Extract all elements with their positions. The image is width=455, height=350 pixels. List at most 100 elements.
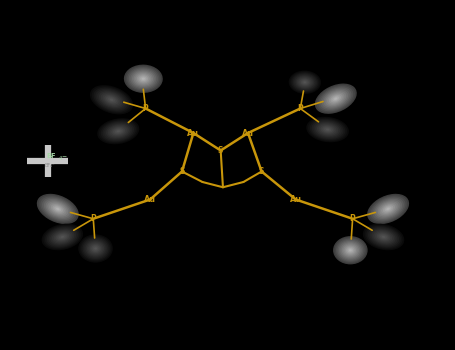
Ellipse shape [324,90,348,107]
Ellipse shape [301,79,309,85]
Ellipse shape [367,194,409,224]
Ellipse shape [129,68,158,89]
Ellipse shape [340,242,360,259]
Ellipse shape [371,196,405,222]
Ellipse shape [54,231,71,243]
Text: Au: Au [144,195,156,204]
Ellipse shape [382,236,385,238]
Ellipse shape [298,77,312,87]
Ellipse shape [337,240,364,261]
Ellipse shape [108,125,129,138]
Ellipse shape [319,124,336,135]
Ellipse shape [317,123,338,136]
Ellipse shape [339,241,362,260]
Ellipse shape [97,90,126,110]
Ellipse shape [106,124,131,139]
Ellipse shape [369,195,407,223]
Ellipse shape [45,226,80,248]
Ellipse shape [374,199,402,219]
Ellipse shape [95,89,128,111]
Ellipse shape [376,200,400,218]
Ellipse shape [138,75,148,82]
Ellipse shape [372,198,404,220]
Ellipse shape [363,224,404,250]
Ellipse shape [52,230,73,244]
Ellipse shape [135,73,152,85]
Ellipse shape [373,230,394,244]
Ellipse shape [40,196,75,222]
Ellipse shape [113,128,124,134]
Ellipse shape [344,246,356,255]
Ellipse shape [111,127,125,135]
Ellipse shape [332,96,339,101]
Ellipse shape [50,229,75,245]
Ellipse shape [320,125,335,134]
Ellipse shape [310,119,345,140]
Text: P: P [350,214,355,223]
Ellipse shape [104,95,119,105]
Ellipse shape [371,229,396,245]
Ellipse shape [116,130,120,132]
Text: P: P [298,104,303,113]
Ellipse shape [302,80,308,84]
Ellipse shape [104,122,132,140]
Ellipse shape [49,203,66,215]
Ellipse shape [110,126,127,137]
Ellipse shape [101,120,136,142]
Ellipse shape [99,91,124,108]
Ellipse shape [80,236,111,261]
Text: S: S [259,167,264,176]
Ellipse shape [326,128,329,131]
Ellipse shape [137,74,150,83]
Ellipse shape [317,85,355,113]
Ellipse shape [364,225,403,249]
Ellipse shape [49,228,76,246]
Ellipse shape [124,65,163,93]
Ellipse shape [349,249,352,251]
Ellipse shape [81,237,110,260]
Ellipse shape [93,88,130,112]
Ellipse shape [102,94,121,106]
Ellipse shape [51,204,65,214]
Ellipse shape [87,241,104,255]
Ellipse shape [320,88,352,110]
Ellipse shape [126,66,161,92]
Ellipse shape [336,238,365,262]
Ellipse shape [140,76,147,81]
Ellipse shape [44,199,72,219]
Ellipse shape [290,71,320,93]
Ellipse shape [47,227,78,247]
Ellipse shape [56,232,69,241]
Ellipse shape [102,121,134,141]
Ellipse shape [381,204,395,214]
Ellipse shape [127,67,160,91]
Text: Au: Au [290,195,302,204]
Text: 4: 4 [59,156,62,161]
Ellipse shape [333,236,368,264]
Ellipse shape [330,95,341,103]
Ellipse shape [101,92,122,107]
Ellipse shape [380,235,387,239]
Ellipse shape [299,78,310,86]
Text: P: P [143,104,148,113]
Ellipse shape [82,238,108,259]
Text: Au: Au [187,128,199,138]
Ellipse shape [110,99,113,101]
Ellipse shape [86,240,106,257]
Ellipse shape [93,246,98,251]
Ellipse shape [386,208,390,210]
Ellipse shape [322,89,350,109]
Ellipse shape [47,201,68,217]
Ellipse shape [322,126,333,133]
Ellipse shape [315,84,357,114]
Ellipse shape [325,91,346,106]
Ellipse shape [131,69,156,88]
Ellipse shape [108,97,115,102]
Ellipse shape [379,203,397,215]
Text: Au: Au [242,128,254,138]
Text: S: S [218,146,223,155]
Ellipse shape [291,72,318,92]
Text: −: − [61,153,67,158]
Ellipse shape [88,243,103,254]
Ellipse shape [37,194,79,224]
